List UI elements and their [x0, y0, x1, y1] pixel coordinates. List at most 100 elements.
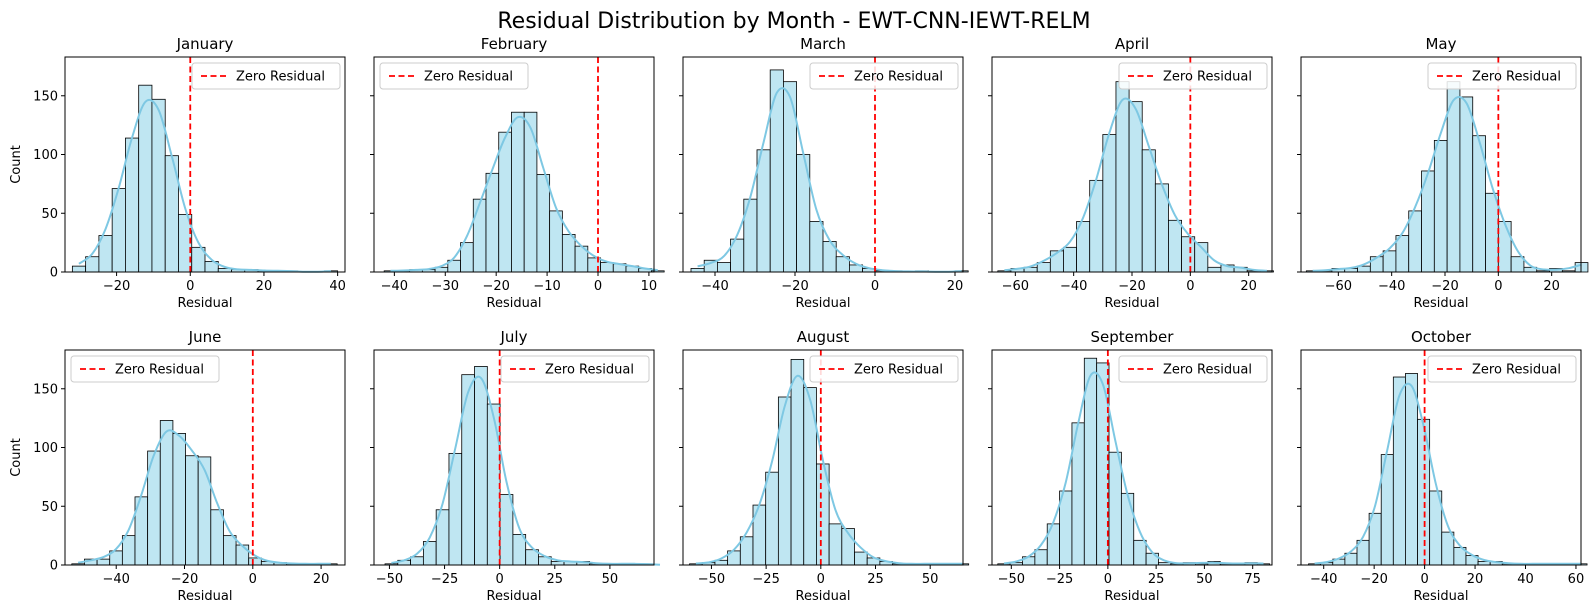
- x-tick-label: −25: [752, 572, 779, 587]
- x-axis-label: Residual: [487, 296, 542, 311]
- histogram-bar: [1459, 96, 1474, 273]
- x-tick-label: 40: [1517, 572, 1534, 587]
- histogram-bars: [71, 84, 339, 273]
- histogram-bar: [1392, 376, 1406, 566]
- histogram-bar: [790, 358, 805, 566]
- legend-label: Zero Residual: [854, 363, 943, 378]
- legend-label: Zero Residual: [854, 70, 943, 85]
- x-tick-label: 50: [602, 572, 619, 587]
- histogram-bar: [1405, 373, 1418, 566]
- x-tick-label: 0: [249, 572, 257, 587]
- y-axis-label: Count: [9, 145, 24, 184]
- histogram-bar: [185, 455, 199, 566]
- histogram-bar: [71, 265, 87, 273]
- panel-october: October −40 −20 0 20 40 60 Residual Zero Residua…: [1297, 328, 1588, 604]
- x-tick-label: 20: [947, 279, 964, 294]
- kde-curve: [391, 375, 661, 566]
- legend-label: Zero Residual: [545, 363, 634, 378]
- histogram-bar: [717, 262, 732, 273]
- legend-box: [379, 62, 529, 90]
- panel-title: March: [800, 35, 846, 53]
- panel-august: August −50 −25 0 25 50 Residual Zero Residual: [679, 328, 970, 604]
- figure-title: Residual Distribution by Month - EWT-CNN…: [497, 9, 1090, 34]
- x-tick-label: 20: [1240, 279, 1257, 294]
- y-tick-label: 0: [50, 266, 58, 281]
- histogram-bar: [1382, 250, 1397, 273]
- histogram-bar: [172, 433, 186, 566]
- histogram-bars: [383, 111, 665, 273]
- x-tick-label: 10: [641, 279, 658, 294]
- x-tick-label: −50: [376, 572, 403, 587]
- x-tick-label: −20: [482, 279, 509, 294]
- x-tick-label: 0: [594, 279, 602, 294]
- legend-box: [1118, 355, 1268, 383]
- x-tick-label: −20: [103, 279, 130, 294]
- y-tick-label: 50: [41, 500, 58, 515]
- histogram-bar: [210, 509, 224, 566]
- y-tick-label: 150: [33, 382, 58, 397]
- x-tick-label: 75: [1244, 572, 1261, 587]
- histogram-bar: [96, 558, 111, 566]
- x-tick-label: 0: [496, 572, 504, 587]
- histogram-bar: [1369, 256, 1384, 273]
- histogram-bar: [1441, 531, 1455, 566]
- kde-curve: [1004, 97, 1267, 272]
- histogram-bar: [223, 535, 237, 566]
- histogram-bar: [498, 131, 512, 273]
- histogram-bar: [1102, 134, 1117, 273]
- x-tick-label: 0: [1186, 279, 1194, 294]
- kde-curve: [1312, 96, 1582, 272]
- x-tick-label: −60: [1325, 279, 1352, 294]
- histogram-bar: [690, 268, 705, 273]
- histogram-bar: [1108, 451, 1122, 566]
- x-tick-label: −40: [1060, 279, 1087, 294]
- x-tick-label: −40: [1378, 279, 1405, 294]
- x-tick-label: 0: [1104, 572, 1112, 587]
- legend: Zero Residual: [809, 62, 959, 90]
- panel-february: February −40 −30 −20 −10 0 10 Residual Zero Resi…: [370, 35, 665, 311]
- panel-july: July −50 −25 0 25 50 Residual Zero Residual: [370, 328, 661, 604]
- panel-title: April: [1115, 35, 1149, 53]
- axes-frame: [64, 349, 346, 566]
- axes-frame: [373, 56, 655, 273]
- histogram-bar: [511, 111, 525, 273]
- legend-label: Zero Residual: [1472, 70, 1561, 85]
- histogram-bars: [384, 366, 654, 566]
- histogram-bar: [1181, 236, 1196, 273]
- x-tick-label: 0: [186, 279, 194, 294]
- x-tick-label: −20: [1118, 279, 1145, 294]
- legend: Zero Residual: [809, 355, 959, 383]
- histogram-bar: [1207, 266, 1222, 273]
- legend: Zero Residual: [1427, 355, 1577, 383]
- legend-box: [500, 355, 650, 383]
- x-tick-label: −40: [701, 279, 728, 294]
- x-axis-label: Residual: [796, 589, 851, 604]
- x-tick-label: 50: [922, 572, 939, 587]
- panel-march: March −40 −20 0 20 Residual Zero Residual: [679, 35, 969, 311]
- x-tick-label: −60: [1002, 279, 1029, 294]
- histogram-bar: [1357, 265, 1371, 273]
- histogram-bar: [1574, 262, 1589, 273]
- x-tick-label: −20: [1360, 572, 1387, 587]
- panel-may: May −60 −40 −20 0 20 Residual Zero Residual: [1297, 35, 1589, 311]
- histogram-bar: [561, 234, 576, 273]
- x-tick-label: 25: [1148, 572, 1165, 587]
- histogram-bar: [651, 270, 665, 273]
- histogram-bar: [159, 420, 174, 566]
- legend-label: Zero Residual: [236, 70, 325, 85]
- x-tick-label: 20: [1467, 572, 1484, 587]
- x-tick-label: 60: [1568, 572, 1585, 587]
- x-tick-label: 0: [871, 279, 879, 294]
- axes-frame: [1300, 349, 1582, 566]
- x-tick-label: 20: [313, 572, 330, 587]
- panel-january: January −20 0 20 40 0 50 100 150 Residual Count Zer…: [9, 35, 346, 311]
- x-tick-label: −40: [103, 572, 130, 587]
- histogram-bar: [486, 403, 501, 566]
- x-axis-label: Residual: [1414, 589, 1469, 604]
- histogram-bar: [1034, 549, 1048, 566]
- x-axis-label: Residual: [1105, 296, 1160, 311]
- panel-title: September: [1091, 328, 1175, 346]
- x-tick-label: −40: [381, 279, 408, 294]
- panel-title: August: [797, 328, 850, 346]
- x-tick-label: 50: [1196, 572, 1213, 587]
